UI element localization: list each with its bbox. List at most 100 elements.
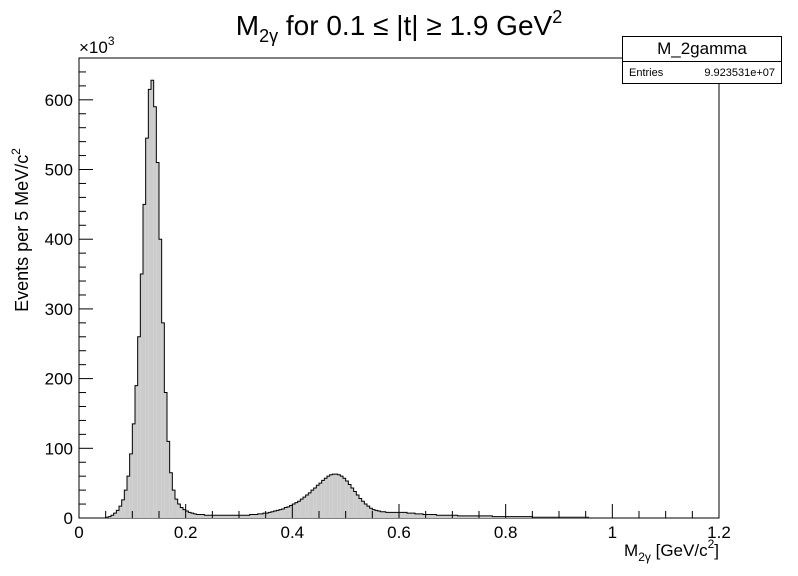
histogram-bar [492, 516, 495, 518]
histogram-bar [132, 423, 135, 518]
histogram-bar [337, 474, 341, 518]
histogram-bar [511, 516, 514, 518]
histogram-bar [209, 515, 213, 518]
x-tick-label: 1.2 [707, 523, 731, 542]
y-axis-label: Events per 5 MeV/c2 [9, 148, 32, 312]
y-tick-label: 600 [45, 91, 73, 110]
histogram-bar [140, 274, 143, 518]
histogram-bar [204, 515, 207, 518]
histogram-bar [169, 472, 173, 518]
histogram-bar [153, 106, 157, 519]
x-tick-label: 0 [74, 523, 83, 542]
y-tick-label: 300 [45, 300, 73, 319]
histogram-bar [489, 515, 493, 518]
histogram-bar [447, 515, 450, 518]
histogram-bar [247, 515, 250, 518]
histogram-bar [129, 453, 133, 518]
histogram-bar [121, 499, 125, 518]
histogram-bar [441, 515, 445, 518]
histogram-bar [415, 513, 418, 518]
histogram-bar [329, 474, 333, 518]
histogram-bar [276, 510, 279, 518]
histogram-bar [460, 515, 463, 518]
histogram-bar [393, 512, 397, 518]
histogram-bar [311, 490, 314, 518]
histogram-bar [369, 508, 373, 518]
histogram-bar [217, 515, 221, 518]
histogram-bar [300, 499, 303, 518]
histogram-bar [503, 516, 506, 518]
histogram-bar [188, 512, 191, 518]
histogram-bar [505, 516, 509, 518]
x-tick-label: 0.2 [174, 523, 198, 542]
histogram-bar [161, 322, 165, 518]
histogram-bar [388, 512, 391, 518]
histogram-bar [236, 515, 239, 518]
histogram-bar [279, 509, 282, 518]
histogram-bar [529, 516, 533, 518]
histogram-bar [452, 515, 455, 518]
stats-box-title: M_2gamma [623, 37, 781, 62]
histogram-bar [292, 504, 295, 518]
histogram-bar [425, 514, 429, 518]
stats-entries-value: 9.923531e+07 [704, 67, 775, 79]
histogram-bar [340, 476, 343, 518]
histogram-bar [172, 490, 175, 518]
histogram-bar [231, 515, 234, 518]
histogram-bar [185, 511, 189, 518]
histogram-bar [401, 512, 405, 518]
histogram-bar [212, 515, 215, 518]
histogram-bar [439, 515, 442, 518]
histogram-bar [313, 488, 317, 518]
histogram-bar [111, 515, 114, 518]
histogram-bar [199, 514, 202, 518]
chart-title: M2γ for 0.1 ≤ |t| ≥ 1.9 GeV2 [236, 7, 562, 46]
histogram-bar [164, 392, 167, 518]
histogram-bar [476, 515, 479, 518]
histogram-bar [433, 514, 437, 518]
histogram-bar [281, 508, 285, 518]
histogram-bar [412, 513, 415, 518]
histogram-bar [239, 515, 242, 518]
histogram-bar [423, 514, 426, 518]
y-axis: 0 100 200 300 400 500 600 [45, 57, 93, 528]
x-tick-label: 1 [608, 523, 617, 542]
histogram-bar [297, 501, 301, 518]
histogram-bar [343, 478, 346, 518]
histogram-bar [481, 515, 485, 518]
histogram-bar [319, 483, 322, 518]
histogram-bar [407, 513, 410, 518]
histogram-bar [495, 516, 498, 518]
histogram-bar [527, 516, 530, 518]
histogram-bar [473, 515, 477, 518]
histogram-bar [367, 506, 370, 518]
histogram-outline [105, 79, 653, 519]
histogram-bar [327, 476, 330, 518]
histogram-bar [249, 514, 253, 518]
histogram-bar [180, 507, 183, 518]
histogram-bar [268, 512, 271, 518]
histogram-bar [364, 504, 367, 518]
histogram-bar [201, 514, 205, 518]
x-axis: 0 0.2 0.4 0.6 0.8 1 1.2 [74, 504, 731, 542]
histogram-bar [289, 505, 293, 518]
histogram-bar [271, 511, 274, 518]
y-tick-label: 0 [64, 509, 73, 528]
histogram-bar [303, 497, 306, 518]
y-tick-label: 200 [45, 370, 73, 389]
histogram-bar [193, 513, 197, 518]
x-tick-label: 0.6 [387, 523, 411, 542]
histogram-bar [316, 485, 319, 518]
histogram-bar [385, 512, 389, 518]
histogram-bar [223, 515, 226, 518]
histogram-bar [353, 491, 357, 518]
histogram-bar [265, 513, 269, 518]
histogram-bar [348, 484, 351, 518]
histogram-bar [215, 515, 218, 518]
histogram-bar [263, 513, 266, 518]
histogram-bar [375, 510, 378, 518]
histogram-bar [273, 511, 277, 518]
x-tick-label: 0.4 [281, 523, 305, 542]
histogram-bar [137, 336, 141, 518]
